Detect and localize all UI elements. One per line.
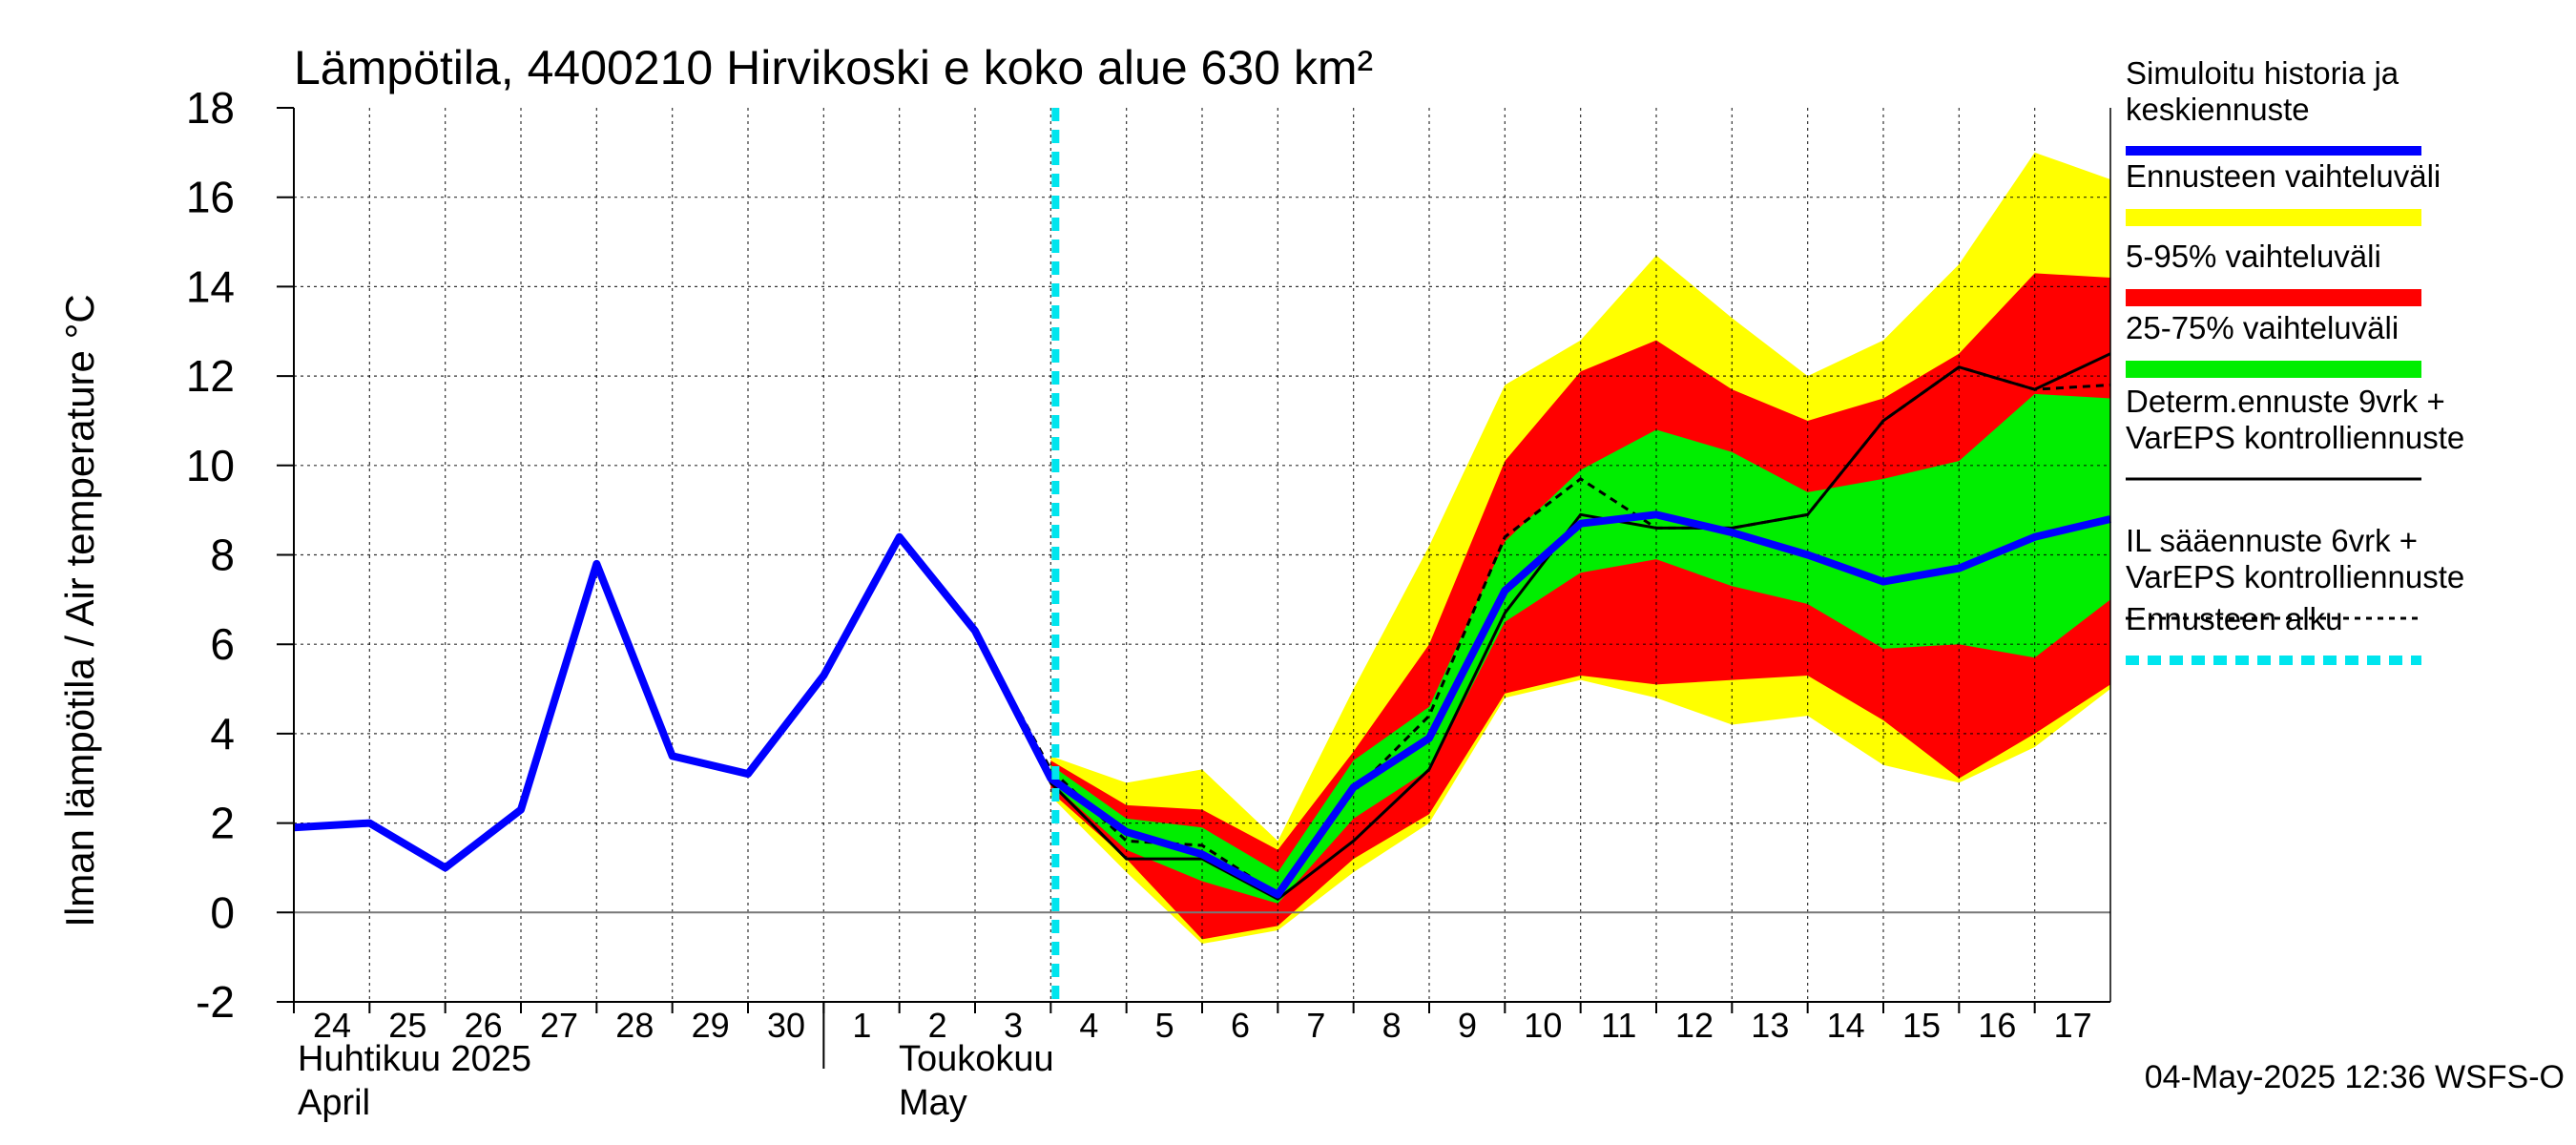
x-tick-label: 24 (313, 1006, 351, 1045)
y-tick-label: 14 (186, 261, 235, 311)
band-25-75 (1050, 393, 2110, 904)
legend-label: keskiennuste (2126, 92, 2310, 127)
x-tick-label: 29 (692, 1006, 730, 1045)
y-tick-label: 8 (210, 531, 235, 580)
legend-label: IL sääennuste 6vrk + (2126, 523, 2418, 558)
x-tick-label: 1 (852, 1006, 871, 1045)
x-tick-label: 11 (1601, 1006, 1636, 1045)
x-tick-label: 2 (928, 1006, 947, 1045)
month-label-en: April (298, 1083, 370, 1123)
x-tick-label: 15 (1902, 1006, 1941, 1045)
y-tick-label: 4 (210, 709, 235, 759)
legend-label: Determ.ennuste 9vrk + (2126, 384, 2445, 419)
month-label-fi: Toukokuu (899, 1039, 1054, 1079)
y-tick-label: 2 (210, 799, 235, 848)
x-tick-label: 9 (1458, 1006, 1477, 1045)
series-line-simulated (293, 510, 2111, 899)
y-tick-label: 0 (210, 887, 235, 937)
legend-label: Ennusteen vaihteluväli (2126, 158, 2441, 194)
x-tick-label: 3 (1004, 1006, 1023, 1045)
legend-label: 5-95% vaihteluväli (2126, 239, 2381, 274)
month-label-fi: Huhtikuu 2025 (298, 1039, 531, 1079)
series-lines (293, 108, 2111, 1002)
x-tick-label: 17 (2054, 1006, 2092, 1045)
x-tick-label: 27 (540, 1006, 578, 1045)
x-tick-label: 26 (465, 1006, 503, 1045)
x-axis-ticks: 24 25 26 27 28 29 30 1 2 3 4 5 6 7 8 9 10 11 12 13 14 15 16 17 (293, 1002, 2092, 1045)
x-tick-label: 4 (1079, 1006, 1098, 1045)
x-tick-label: 5 (1155, 1006, 1174, 1045)
legend-label: Simuloitu historia ja (2126, 55, 2399, 91)
x-tick-label: 13 (1751, 1006, 1789, 1045)
legend-label: Ennusteen alku (2126, 601, 2343, 636)
x-tick-label: 10 (1524, 1006, 1562, 1045)
y-tick-label: 6 (210, 619, 235, 669)
legend-label: 25-75% vaihteluväli (2126, 310, 2399, 345)
x-tick-label: 25 (388, 1006, 426, 1045)
grid-lines (294, 108, 2110, 1002)
y-tick-label: 12 (186, 351, 235, 401)
y-tick-label: 16 (186, 173, 235, 222)
y-tick-label: -2 (196, 977, 235, 1027)
y-axis-label: Ilman lämpötila / Air temperature °C (57, 294, 102, 926)
series-line-deterministic (898, 352, 2111, 902)
y-tick-label: 18 (186, 83, 235, 133)
x-tick-label: 6 (1231, 1006, 1250, 1045)
x-tick-label: 28 (615, 1006, 654, 1045)
x-tick-label: 12 (1675, 1006, 1714, 1045)
legend-label: VarEPS kontrolliennuste (2126, 420, 2464, 455)
x-tick-label: 7 (1306, 1006, 1325, 1045)
month-label-en: May (899, 1083, 967, 1123)
legend-label: VarEPS kontrolliennuste (2126, 559, 2464, 594)
x-tick-label: 8 (1382, 1006, 1402, 1045)
x-tick-label: 14 (1827, 1006, 1865, 1045)
x-tick-label: 16 (1978, 1006, 2016, 1045)
forecast-bands (1050, 152, 2110, 945)
band-5-95 (1050, 273, 2110, 940)
y-axis-ticks: -2 0 2 4 6 8 10 12 14 16 18 (186, 83, 294, 1027)
x-tick-label: 30 (767, 1006, 805, 1045)
y-tick-label: 10 (186, 441, 235, 490)
footer-timestamp: 04-May-2025 12:36 WSFS-O (2145, 1059, 2565, 1095)
chart-title: Lämpötila, 4400210 Hirvikoski e koko alu… (294, 41, 1373, 94)
